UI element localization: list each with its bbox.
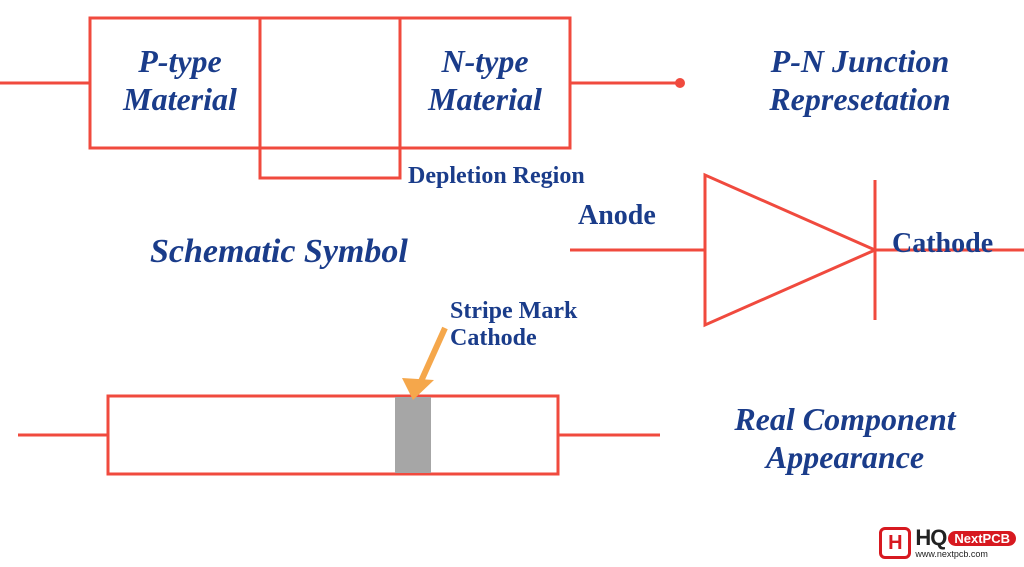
- component-body: [108, 396, 558, 474]
- depletion-bracket: [260, 148, 400, 178]
- logo-icon: H: [879, 527, 911, 559]
- real-label: Real Component Appearance: [680, 400, 1010, 477]
- stripe-label: Stripe Mark Cathode: [450, 298, 577, 352]
- anode-label: Anode: [578, 200, 656, 232]
- logo-pill: NextPCB: [948, 531, 1016, 546]
- schematic-label: Schematic Symbol: [150, 232, 408, 273]
- diode-triangle: [705, 175, 875, 325]
- depletion-label: Depletion Region: [408, 163, 585, 190]
- logo: H HQ NextPCB www.nextpcb.com: [879, 527, 1016, 559]
- cathode-label: Cathode: [892, 228, 993, 260]
- logo-hq: HQ: [915, 527, 946, 549]
- ntype-label: N-type Material: [400, 42, 570, 119]
- stripe-arrow-line: [418, 328, 445, 388]
- logo-url: www.nextpcb.com: [915, 550, 1016, 559]
- component-stripe: [395, 397, 431, 473]
- pn-rep-label: P-N Junction Represetation: [700, 42, 1020, 119]
- pn-lead-dot: [675, 78, 685, 88]
- ptype-label: P-type Material: [100, 42, 260, 119]
